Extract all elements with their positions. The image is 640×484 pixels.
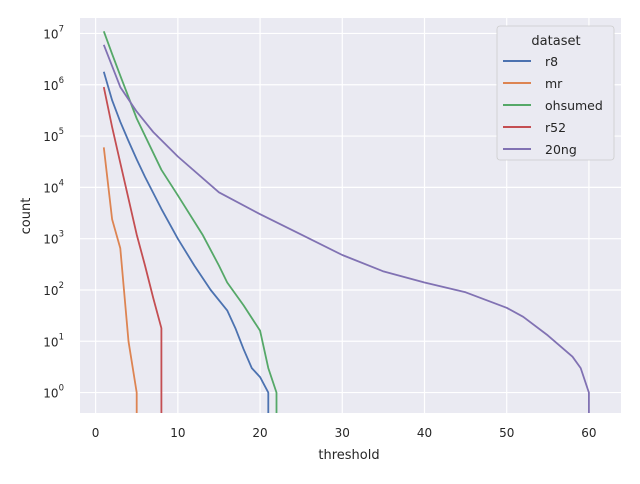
x-tick-label: 20 — [252, 426, 267, 440]
series-line-r52 — [102, 86, 163, 413]
series-layer — [102, 30, 590, 413]
x-axis-label: threshold — [318, 448, 379, 463]
legend-label-r8: r8 — [545, 54, 558, 69]
legend-label-mr: mr — [545, 76, 563, 91]
grid — [80, 18, 621, 413]
x-tick-label: 0 — [92, 426, 100, 440]
x-tick-label: 10 — [170, 426, 185, 440]
legend-title: dataset — [531, 34, 580, 49]
legend-label-r52: r52 — [545, 120, 566, 135]
y-axis-ticks: 100 101 102 103 104 105 106 107 — [43, 24, 64, 400]
series-line-ohsumed — [102, 30, 278, 413]
series-line-r8 — [102, 71, 270, 413]
y-tick-label: 102 — [43, 281, 64, 298]
legend-label-20ng: 20ng — [545, 142, 577, 157]
series-line-mr — [102, 147, 138, 413]
y-tick-label: 105 — [43, 127, 64, 144]
legend-items: r8 mr ohsumed r52 20ng — [503, 54, 603, 157]
series-line-20ng — [102, 44, 590, 413]
y-axis-label: count — [19, 198, 34, 235]
y-tick-label: 106 — [43, 76, 64, 93]
y-tick-label: 100 — [43, 384, 64, 401]
x-tick-label: 40 — [417, 426, 432, 440]
legend-label-ohsumed: ohsumed — [545, 98, 603, 113]
legend: dataset r8 mr ohsumed r52 20ng — [496, 25, 615, 161]
x-tick-label: 50 — [499, 426, 514, 440]
y-tick-label: 104 — [43, 178, 64, 195]
x-tick-label: 60 — [581, 426, 596, 440]
y-tick-label: 103 — [43, 230, 64, 247]
y-tick-label: 107 — [43, 24, 64, 41]
x-axis-ticks: 0 10 20 30 40 50 60 — [92, 426, 597, 440]
x-tick-label: 30 — [335, 426, 350, 440]
y-tick-label: 101 — [43, 332, 64, 349]
